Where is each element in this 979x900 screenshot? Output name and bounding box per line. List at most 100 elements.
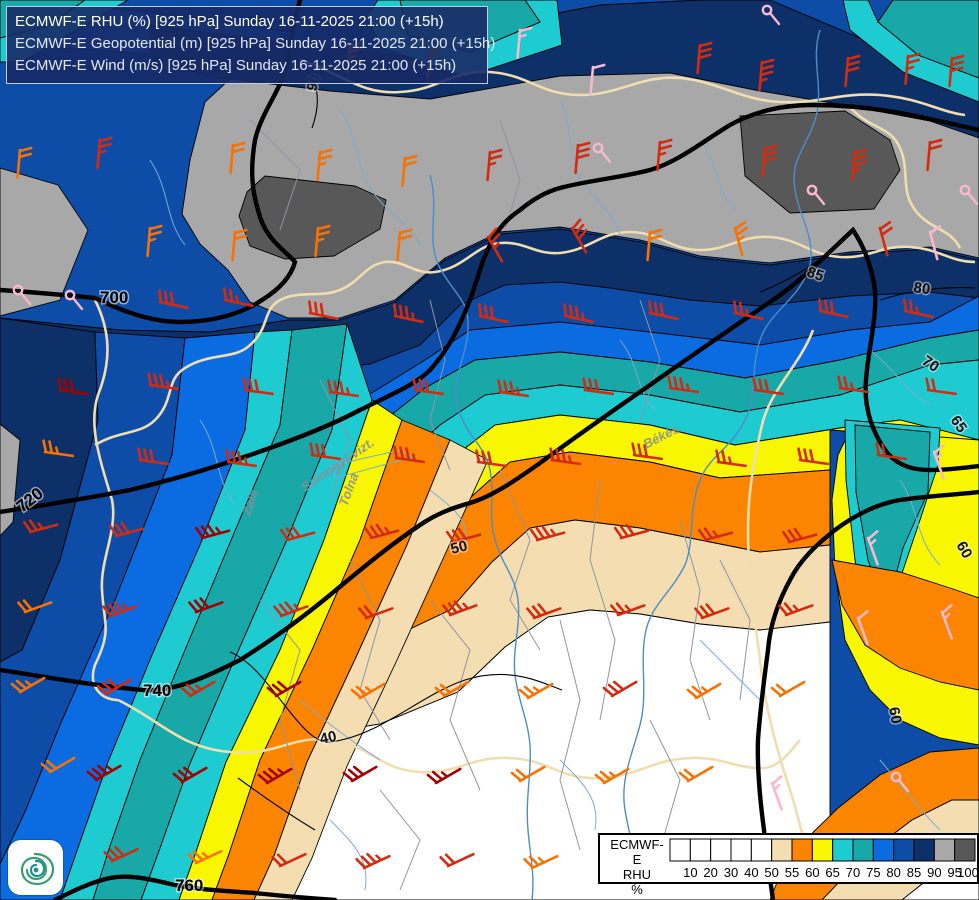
wind-barb [866, 530, 879, 566]
wind-barb [770, 680, 806, 698]
wind-barb [904, 52, 921, 86]
legend-color-swatch [872, 838, 895, 862]
wind-barb [475, 449, 508, 468]
county-border-layer [249, 119, 751, 891]
wind-barb [856, 610, 869, 646]
wind-barb [194, 523, 231, 540]
title-line-rhu: ECMWF-E RHU (%) [925 hPa] Sunday 16-11-2… [15, 13, 444, 30]
legend-tick-label: 55 [785, 865, 799, 880]
wind-barb [393, 445, 426, 464]
legend-color-swatch [710, 838, 732, 862]
wind-barb [761, 144, 778, 178]
legend-tick-label: 70 [846, 865, 860, 880]
wind-barb [180, 680, 216, 698]
wind-barb [497, 379, 530, 398]
wind-barb [309, 442, 342, 461]
wind-barb [442, 600, 478, 617]
wind-barb [445, 527, 482, 544]
wind-barb [733, 220, 748, 257]
wind-barb [57, 377, 90, 396]
wind-barb [401, 154, 418, 188]
legend-unit-label: % [631, 882, 643, 897]
wind-barb [187, 849, 223, 865]
legend-panel: ECMWF-E RHU % 10 20 30 40 50 55 60 65 70 75 80 85 90… [598, 833, 979, 897]
wind-barb [102, 601, 138, 618]
wind-barb [563, 303, 594, 324]
humidity-contour-label: 40 [318, 728, 338, 748]
wind-barb [797, 447, 830, 466]
wind-barb [108, 521, 145, 538]
wind-barb [242, 377, 275, 396]
legend-tick-label: 95 [947, 865, 961, 880]
humidity-contour-label: 50 [449, 537, 469, 558]
wind-barb [146, 224, 163, 258]
legend-color-swatch [954, 838, 976, 862]
wind-barb [266, 680, 302, 698]
title-line-wind: ECMWF-E Wind (m/s) [925 hPa] Sunday 16-1… [15, 57, 457, 74]
wind-barb [844, 54, 861, 88]
legend-color-swatch [689, 838, 712, 862]
wind-barb [781, 527, 818, 544]
wind-barb [17, 599, 53, 614]
wind-barb [355, 852, 391, 870]
wind-barb [188, 597, 224, 614]
legend-color-swatch [811, 838, 834, 862]
legend-tick-label: 20 [703, 865, 717, 880]
wind-barb [837, 375, 870, 394]
geopotential-contour-label: 760 [175, 876, 203, 895]
wind-barb [426, 767, 462, 785]
calm-wind-icon [806, 184, 826, 206]
wind-barb [851, 148, 868, 182]
wind-barb [697, 527, 734, 542]
wind-barb [948, 54, 965, 88]
wind-barb [529, 525, 566, 542]
wind-barb [439, 852, 475, 868]
wind-barb [314, 224, 331, 258]
wind-barb [818, 298, 849, 319]
wind-barb [574, 141, 591, 175]
legend-model-label: ECMWF-E [610, 837, 664, 867]
wind-barb [478, 303, 509, 324]
spiral-cyclone-logo [8, 840, 63, 895]
humidity-contour-label: 60 [885, 706, 905, 725]
wind-barb [602, 680, 638, 698]
wind-barb [147, 372, 180, 391]
wind-barb [223, 287, 254, 308]
legend-color-swatch [913, 838, 935, 862]
wind-barb [696, 41, 713, 75]
wind-barb [103, 845, 139, 863]
wind-barb [172, 766, 208, 784]
wind-barb [393, 303, 424, 324]
calm-wind-icon [592, 142, 612, 164]
legend-tick-label: 90 [927, 865, 941, 880]
legend-color-swatch [852, 838, 874, 862]
wind-barb [229, 141, 246, 175]
wind-barb [928, 224, 942, 261]
wind-barb [486, 227, 504, 263]
legend-tick-label: 65 [825, 865, 839, 880]
calm-wind-icon [761, 4, 781, 26]
wind-barb [10, 676, 46, 694]
wind-barb [678, 765, 714, 783]
wind-barb [271, 852, 307, 868]
wind-barb [523, 854, 559, 870]
wind-barb [752, 377, 785, 396]
legend-color-swatch [893, 838, 915, 862]
legend-tick-label: 80 [886, 865, 900, 880]
spiral-icon [20, 852, 55, 886]
wind-barb [434, 680, 470, 698]
legend-color-swatch [832, 838, 854, 862]
wind-barb [648, 300, 679, 321]
wind-barb [878, 220, 893, 257]
wind-barb [610, 602, 646, 617]
wind-barb [510, 765, 546, 783]
wind-barb [486, 148, 503, 182]
title-line-geopotential: ECMWF-E Geopotential (m) [925 hPa] Sunda… [15, 35, 496, 52]
legend-color-swatch [750, 838, 773, 862]
legend-tick-label: 30 [724, 865, 738, 880]
legend-tick-label: 10 [683, 865, 697, 880]
wind-barb [903, 298, 934, 319]
